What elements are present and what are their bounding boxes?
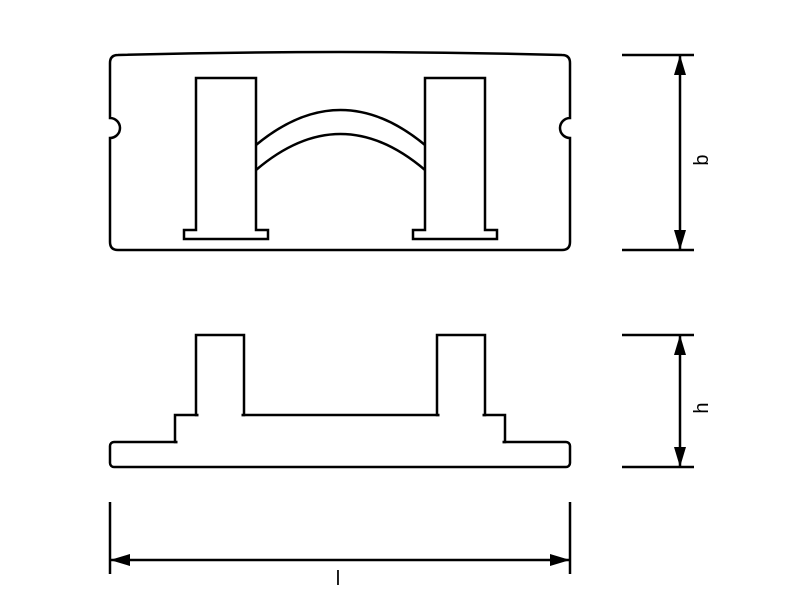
top-view-post-left xyxy=(184,78,268,239)
dim-h-label: h xyxy=(691,402,713,413)
dim-l-label: l xyxy=(336,568,340,590)
top-view-arc-upper xyxy=(256,110,425,145)
technical-drawing: b h l xyxy=(0,0,800,600)
top-view-arc-lower xyxy=(256,134,425,170)
side-view-post-right xyxy=(437,335,485,415)
side-view-bridge xyxy=(175,415,505,442)
top-view-outline xyxy=(110,52,570,250)
dim-b-label: b xyxy=(691,154,713,165)
side-view-base xyxy=(110,442,570,467)
top-view-post-right xyxy=(413,78,497,239)
side-view-post-left xyxy=(196,335,244,415)
